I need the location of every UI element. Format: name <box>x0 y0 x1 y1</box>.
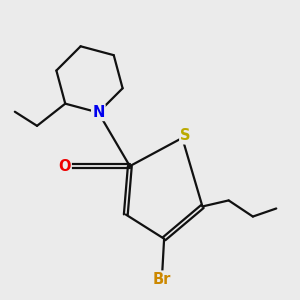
Text: N: N <box>92 105 105 120</box>
Text: S: S <box>180 128 191 143</box>
Text: O: O <box>58 159 71 174</box>
Text: Br: Br <box>153 272 171 286</box>
